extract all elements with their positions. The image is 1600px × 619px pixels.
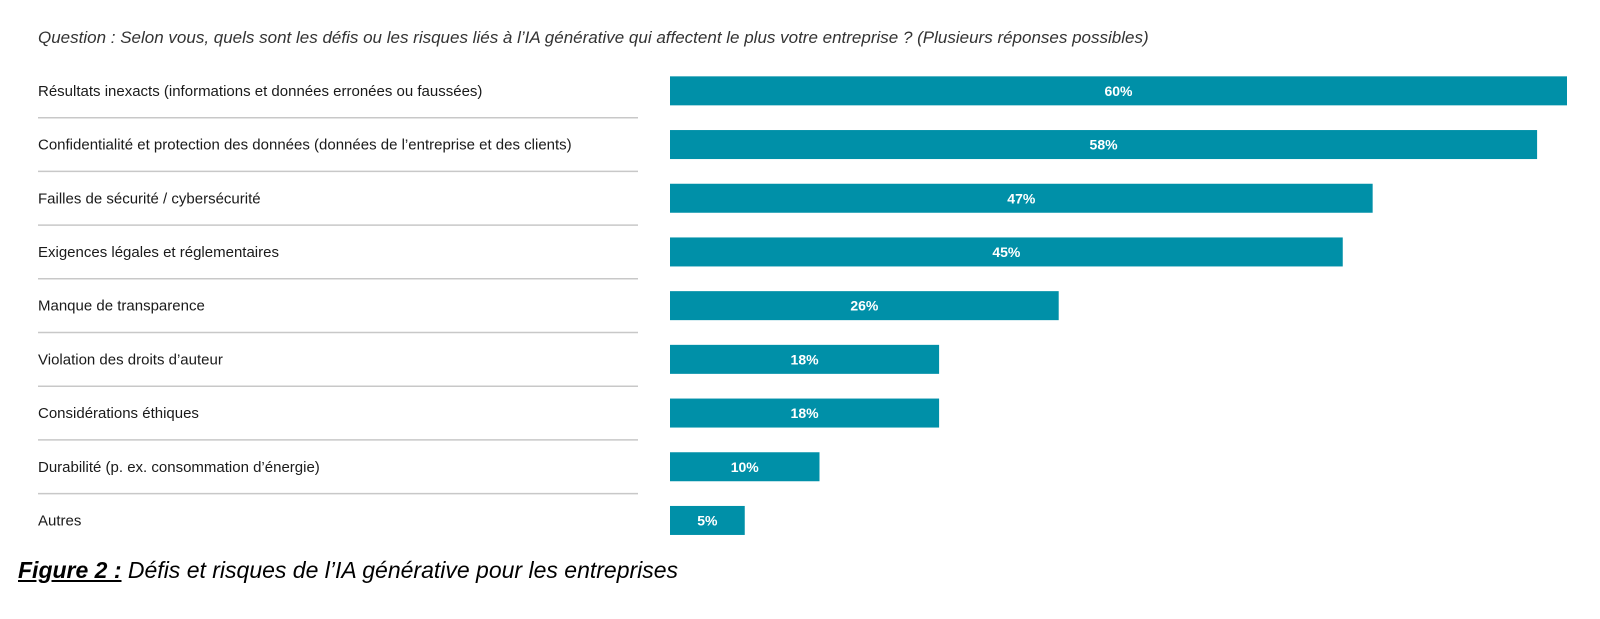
- bar: [670, 130, 1538, 160]
- bar: [670, 291, 1059, 321]
- value-label: 47%: [1007, 190, 1036, 206]
- figure-title: Défis et risques de l’IA générative pour…: [121, 557, 679, 583]
- category-label: Résultats inexacts (informations et donn…: [38, 83, 482, 100]
- category-label: Exigences légales et réglementaires: [38, 244, 279, 261]
- category-label: Considérations éthiques: [38, 405, 199, 422]
- chart-question: Question : Selon vous, quels sont les dé…: [38, 28, 1149, 47]
- figure-number: Figure 2 :: [18, 557, 122, 583]
- value-label: 18%: [791, 405, 820, 421]
- bar: [670, 237, 1343, 267]
- category-label: Manque de transparence: [38, 298, 205, 315]
- category-label: Violation des droits d’auteur: [38, 351, 223, 368]
- bar: [670, 344, 940, 374]
- bar: [670, 505, 745, 535]
- bar: [670, 76, 1567, 106]
- bar-chart: Résultats inexacts (informations et donn…: [38, 76, 1567, 535]
- value-label: 58%: [1090, 137, 1119, 153]
- category-label: Failles de sécurité / cybersécurité: [38, 190, 261, 207]
- value-label: 26%: [850, 298, 879, 314]
- category-label: Durabilité (p. ex. consommation d’énergi…: [38, 459, 320, 476]
- bar: [670, 452, 820, 482]
- figure-caption: Figure 2 : Défis et risques de l’IA géné…: [18, 557, 678, 584]
- bar: [670, 398, 940, 428]
- value-label: 45%: [992, 244, 1021, 260]
- value-label: 10%: [731, 459, 760, 475]
- value-label: 18%: [791, 351, 820, 367]
- category-label: Confidentialité et protection des donnée…: [38, 137, 572, 154]
- chart-rows: Résultats inexacts (informations et donn…: [38, 76, 1567, 535]
- category-label: Autres: [38, 512, 81, 529]
- value-label: 5%: [697, 512, 718, 528]
- bar: [670, 183, 1373, 213]
- value-label: 60%: [1104, 83, 1133, 99]
